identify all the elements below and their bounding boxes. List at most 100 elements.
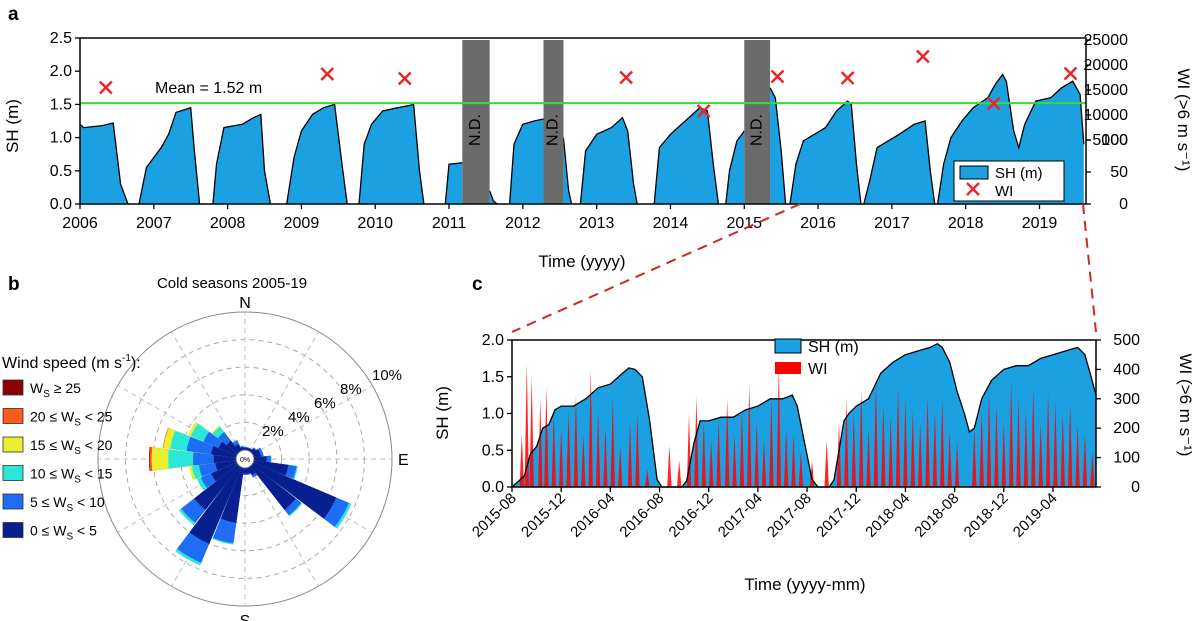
wi-spike [529, 375, 534, 487]
c-y2-tick-label: 100 [1113, 450, 1140, 467]
c-y-tick-label: 1.0 [482, 406, 504, 423]
wi-spike [725, 398, 730, 487]
rose-legend-label: 10 ≤ WS < 15 [30, 466, 113, 486]
compass-east: E [398, 452, 409, 469]
x-tick-label: 2016 [800, 215, 836, 232]
c-x-tick-label: 2018-12 [961, 490, 1012, 541]
legend-c-wi-label: WI [808, 361, 828, 378]
panel-c: c 0.0 0.5 1.0 1.5 2.0 0 100 200 300 400 500 2015-08… [433, 274, 1192, 594]
wi-marker [916, 49, 930, 64]
wi-spike [588, 369, 593, 487]
sh-outline-c [511, 342, 1097, 488]
rose-wedge [210, 462, 239, 482]
c-x-tick-label: 2015-12 [518, 490, 569, 541]
rose-wedge [215, 460, 238, 471]
wi-spike [798, 451, 804, 487]
y2-tick-label: 15000 [1084, 82, 1129, 99]
x-tick-label: 2009 [284, 215, 320, 232]
wi-marker [619, 70, 634, 85]
rose-spoke [171, 331, 241, 452]
wi-spike [1060, 413, 1065, 487]
wi-marker [696, 104, 711, 118]
rose-center-label: 0% [240, 457, 250, 464]
y-tick-label: 1.5 [50, 96, 72, 113]
rose-legend-label: 0 ≤ WS < 5 [30, 523, 97, 543]
c-x-tick-label: 2017-12 [813, 490, 864, 541]
wi-spike [761, 440, 767, 487]
rose-legend-swatch [2, 493, 24, 510]
wi-spike [791, 434, 796, 487]
wi-spike [716, 419, 721, 487]
wi-marker [1063, 66, 1078, 81]
panel-c-plot [511, 342, 1097, 488]
legend-c-sh-swatch [774, 338, 802, 354]
c-x-tick-label: 2018-08 [911, 490, 962, 541]
wi-spike [903, 398, 908, 487]
c-x-tick-label: 2019-04 [1010, 490, 1061, 541]
rose-spoke [249, 331, 319, 452]
sh-area-segment [770, 87, 786, 204]
rose-wedge [213, 454, 237, 464]
rose-legend-label: 20 ≤ WS < 25 [30, 409, 113, 429]
wi-spike [844, 398, 849, 487]
wi-spike [694, 395, 699, 487]
c-y2-tick-label: 400 [1113, 361, 1140, 378]
rose-wedge [194, 464, 240, 510]
rose-wedge [253, 456, 267, 462]
sh-area-segment [509, 119, 544, 204]
wi-spike [918, 422, 923, 487]
panel-a-legend: SH (m) WI [953, 160, 1065, 202]
wi-marker [320, 67, 335, 81]
sh-outline-segment [444, 162, 463, 205]
panel-b-label: b [8, 274, 20, 295]
rose-ring-label: 4% [288, 409, 310, 426]
wi-spike [595, 410, 601, 487]
x-tick-label: 2013 [579, 215, 615, 232]
y-tick-label: 2.5 [50, 30, 72, 47]
wi-spike [776, 363, 781, 487]
sh-area-segment [563, 137, 572, 204]
x-tick-label: 2007 [136, 215, 172, 232]
legend-sh-label: SH (m) [995, 165, 1043, 182]
no-data-bar [543, 40, 564, 204]
x-tick-label: 2015 [726, 215, 762, 232]
y2-tick-label: 10000 [1084, 107, 1129, 124]
sh-outline-segment [725, 130, 745, 205]
c-y2-tick-label: 300 [1113, 391, 1140, 408]
x-tick-label: 2014 [653, 215, 689, 232]
no-data-label: N.D. [467, 114, 484, 146]
sh-outline-segment [579, 116, 638, 205]
sh-outline-segment [653, 106, 720, 205]
rose-wedge [250, 464, 296, 510]
panel-c-xlabel: Time (yyyy-mm) [744, 575, 865, 594]
wi-spike [1053, 401, 1058, 487]
sh-outline-segment [769, 87, 787, 205]
compass-north: N [239, 295, 251, 312]
wind-rose: 0% N E S 2%4%6%8% 10% [97, 295, 409, 621]
wi-spike [739, 410, 745, 487]
wi-spike [954, 442, 960, 487]
x-tick-label: 2006 [62, 215, 98, 232]
sh-outline-segment [936, 73, 1085, 205]
panel-a-xlabel: Time (yyyy) [538, 252, 625, 271]
sh-outline-segment [212, 113, 272, 205]
panel-c-ylabel-left: SH (m) [433, 386, 452, 440]
rose-title: Cold seasons 2005-19 [157, 275, 307, 292]
wi-spike [1031, 387, 1036, 487]
y-tick-label: 0.0 [50, 196, 72, 213]
no-data-label: N.D. [748, 114, 765, 146]
panel-a-ylabel-right: WI (>6 m s⁻¹) [1174, 69, 1192, 172]
wi-spike [610, 398, 615, 487]
wi-spike [1009, 381, 1014, 487]
x-tick-label: 2018 [948, 215, 984, 232]
y2-tick-label: 25000 [1084, 32, 1129, 49]
c-y2-tick-label: 200 [1113, 420, 1140, 437]
sh-area-segment [139, 107, 200, 204]
wi-spike [581, 434, 586, 487]
wi-spike [524, 363, 529, 487]
wi-spike [979, 410, 984, 487]
c-x-tick-label: 2017-08 [764, 490, 815, 541]
sh-area-segment [580, 117, 638, 204]
wi-spike [940, 398, 945, 487]
